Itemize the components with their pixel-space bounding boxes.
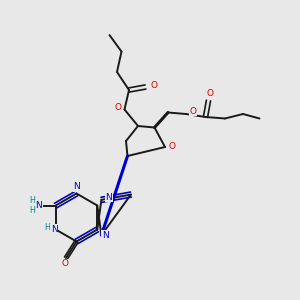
Text: N: N <box>102 231 108 240</box>
Text: O: O <box>168 142 175 152</box>
Text: N: N <box>35 201 42 210</box>
Text: O: O <box>150 81 158 90</box>
Text: H: H <box>30 196 36 205</box>
Text: O: O <box>189 106 196 116</box>
Text: H: H <box>44 224 50 232</box>
Text: N: N <box>51 225 58 234</box>
Text: H: H <box>30 206 36 215</box>
Text: O: O <box>206 88 214 98</box>
Text: O: O <box>61 260 68 268</box>
Text: N: N <box>73 182 80 191</box>
Text: N: N <box>106 193 112 202</box>
Text: O: O <box>114 103 122 112</box>
